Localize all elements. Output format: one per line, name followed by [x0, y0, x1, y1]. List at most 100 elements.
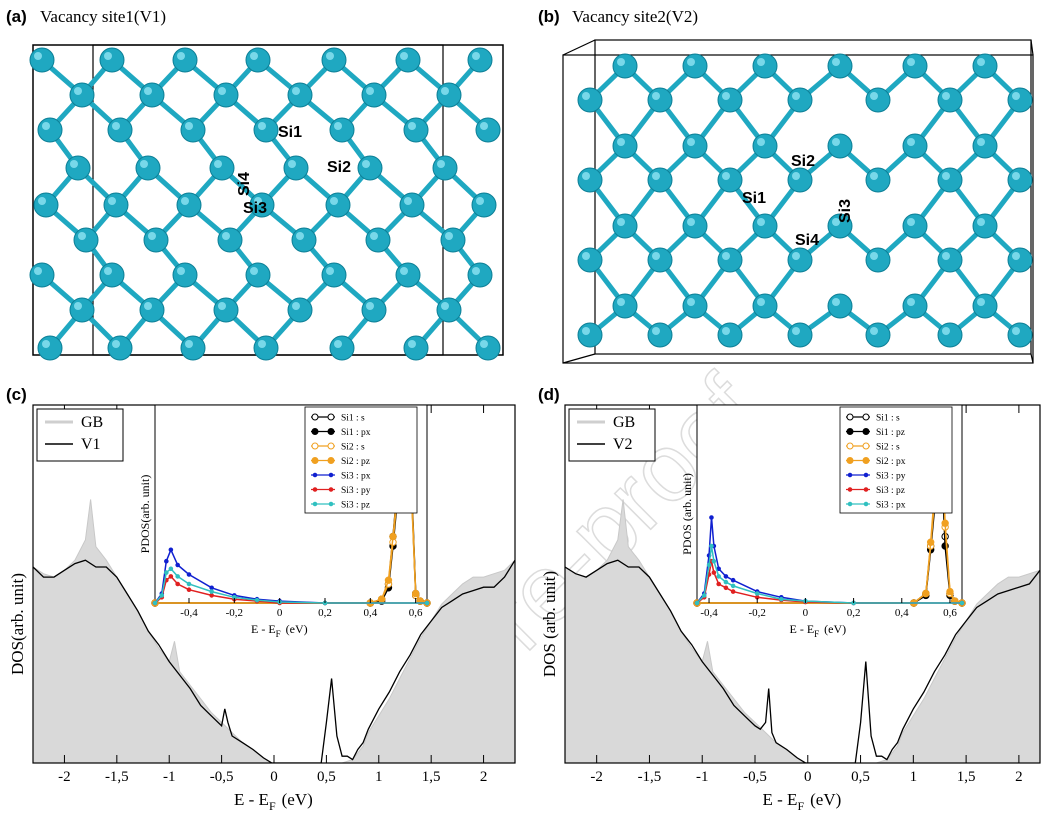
- inset-data-point: [389, 532, 397, 541]
- panel-a-atom: [467, 262, 493, 288]
- inset-legend-label: Si3 : py: [876, 472, 906, 482]
- x-tick-label: 2: [480, 769, 488, 785]
- panel-a-atom-highlight: [476, 197, 484, 205]
- inset-data-point: [168, 547, 174, 553]
- panel-b-atom-highlight: [617, 138, 625, 146]
- panel-a-atom: [321, 262, 347, 288]
- inset-data-point: [164, 558, 169, 564]
- panel-a-atom-highlight: [177, 267, 185, 275]
- panel-a-atom: [403, 117, 429, 143]
- panel-b-atom-highlight: [792, 92, 800, 100]
- panel-b-atom-label-si2: Si2: [791, 153, 815, 170]
- x-tick-label: 2: [1015, 769, 1023, 785]
- panel-a-atom-highlight: [214, 160, 222, 168]
- panel-a-atom: [467, 47, 493, 73]
- inset-data-point: [922, 589, 930, 598]
- panel-b-atom: [787, 87, 813, 113]
- panel-a-atom-highlight: [78, 232, 86, 240]
- panel-a-atom: [361, 297, 387, 323]
- panel-a-atom-highlight: [222, 232, 230, 240]
- panel-a-atom-highlight: [112, 122, 120, 130]
- inset-x-tick-label: 0,4: [363, 607, 377, 619]
- panel-b-atom: [717, 247, 743, 273]
- panel-a-atom-highlight: [292, 302, 300, 310]
- panel-a-atom-highlight: [181, 197, 189, 205]
- panel-b-atom: [612, 293, 638, 319]
- panel-b-atom-highlight: [582, 327, 590, 335]
- panel-a-atom-highlight: [326, 52, 334, 60]
- panel-b-atom-highlight: [757, 218, 765, 226]
- panel-a-atom-label-si1: Si1: [278, 124, 302, 141]
- panel-b-atom-highlight: [617, 218, 625, 226]
- panel-b-atom-highlight: [617, 58, 625, 66]
- panel-b-atom-highlight: [617, 298, 625, 306]
- y-axis-label: DOS(arb. unit): [8, 573, 27, 675]
- panel-b-atom-label-si3: Si3: [837, 199, 854, 223]
- inset-legend-marker: [863, 472, 869, 478]
- inset-legend-marker: [327, 457, 335, 464]
- panel-a: (a) Vacancy site1(V1) Si1 Si2 Si4 Si3: [6, 7, 504, 361]
- panel-b-atom-highlight: [870, 252, 878, 260]
- panel-b-atom-label-si4: Si4: [795, 232, 819, 249]
- inset-legend-label: Si3 : pz: [876, 486, 905, 496]
- panel-b-atom: [865, 247, 891, 273]
- panel-a-atom-highlight: [140, 160, 148, 168]
- panel-a-atom-highlight: [366, 302, 374, 310]
- inset-legend-label: Si1 : s: [341, 414, 365, 424]
- panel-b-title: Vacancy site2(V2): [572, 7, 698, 26]
- panel-a-atom-highlight: [334, 122, 342, 130]
- panel-a-atom: [399, 192, 425, 218]
- x-tick-label: 1: [910, 769, 918, 785]
- panel-a-atom: [287, 297, 313, 323]
- panel-a-atom: [172, 47, 198, 73]
- panel-b-atom: [865, 167, 891, 193]
- inset-series-line: [154, 575, 427, 604]
- panel-a-atom-highlight: [445, 232, 453, 240]
- panel-a-atom: [357, 155, 383, 181]
- inset-legend: Si1 : s Si1 : pz Si2 : s Si2 : px Si3 : py Si…: [839, 406, 953, 514]
- panel-a-atom: [321, 47, 347, 73]
- panel-b-atom: [752, 293, 778, 319]
- panel-b-structure: [577, 53, 1033, 348]
- inset-data-point: [711, 558, 717, 564]
- panel-b-atom-highlight: [722, 92, 730, 100]
- x-tick-label: 1: [375, 769, 383, 785]
- panel-a-atom-highlight: [112, 340, 120, 348]
- panel-b-atom: [865, 322, 891, 348]
- inset-data-point: [186, 587, 192, 593]
- panel-b-atom: [827, 53, 853, 79]
- inset-legend-label: Si2 : px: [876, 457, 906, 467]
- inset-data-point: [701, 593, 707, 598]
- x-tick-label: -1,5: [638, 769, 662, 785]
- panel-a-atom-highlight: [441, 87, 449, 95]
- inset-y-axis-label: PDOS (arb. unit): [680, 473, 694, 555]
- panel-a-atom-highlight: [42, 122, 50, 130]
- panel-b-atom-highlight: [870, 327, 878, 335]
- panel-a-atom: [172, 262, 198, 288]
- inset-x-tick-label: -0,2: [749, 607, 766, 619]
- panel-a-atom: [103, 192, 129, 218]
- panel-a-atom-highlight: [437, 160, 445, 168]
- panel-b-atom-label-si1: Si1: [742, 190, 766, 207]
- panel-a-atom-highlight: [326, 267, 334, 275]
- inset-data-point: [723, 579, 729, 585]
- inset-legend-label: Si2 : s: [876, 443, 900, 453]
- inset-x-tick-label: 0,6: [943, 607, 957, 619]
- inset-legend-marker: [327, 442, 335, 450]
- legend-box: [568, 408, 656, 462]
- panel-b-atom-highlight: [582, 172, 590, 180]
- panel-a-atom-highlight: [334, 340, 342, 348]
- panel-a-atom: [180, 117, 206, 143]
- panel-a-atom: [475, 117, 501, 143]
- x-axis-label: E - EF (eV): [234, 790, 313, 813]
- panel-a-atom-highlight: [218, 302, 226, 310]
- inset-data-point: [754, 591, 760, 596]
- panel-b-label: (b): [538, 7, 560, 26]
- x-tick-label: 0: [804, 769, 812, 785]
- panel-b-atom: [752, 133, 778, 159]
- panel-b-atom: [972, 133, 998, 159]
- panel-a-atom-highlight: [74, 87, 82, 95]
- panel-a-atom-highlight: [74, 302, 82, 310]
- panel-b-atom-highlight: [1012, 92, 1020, 100]
